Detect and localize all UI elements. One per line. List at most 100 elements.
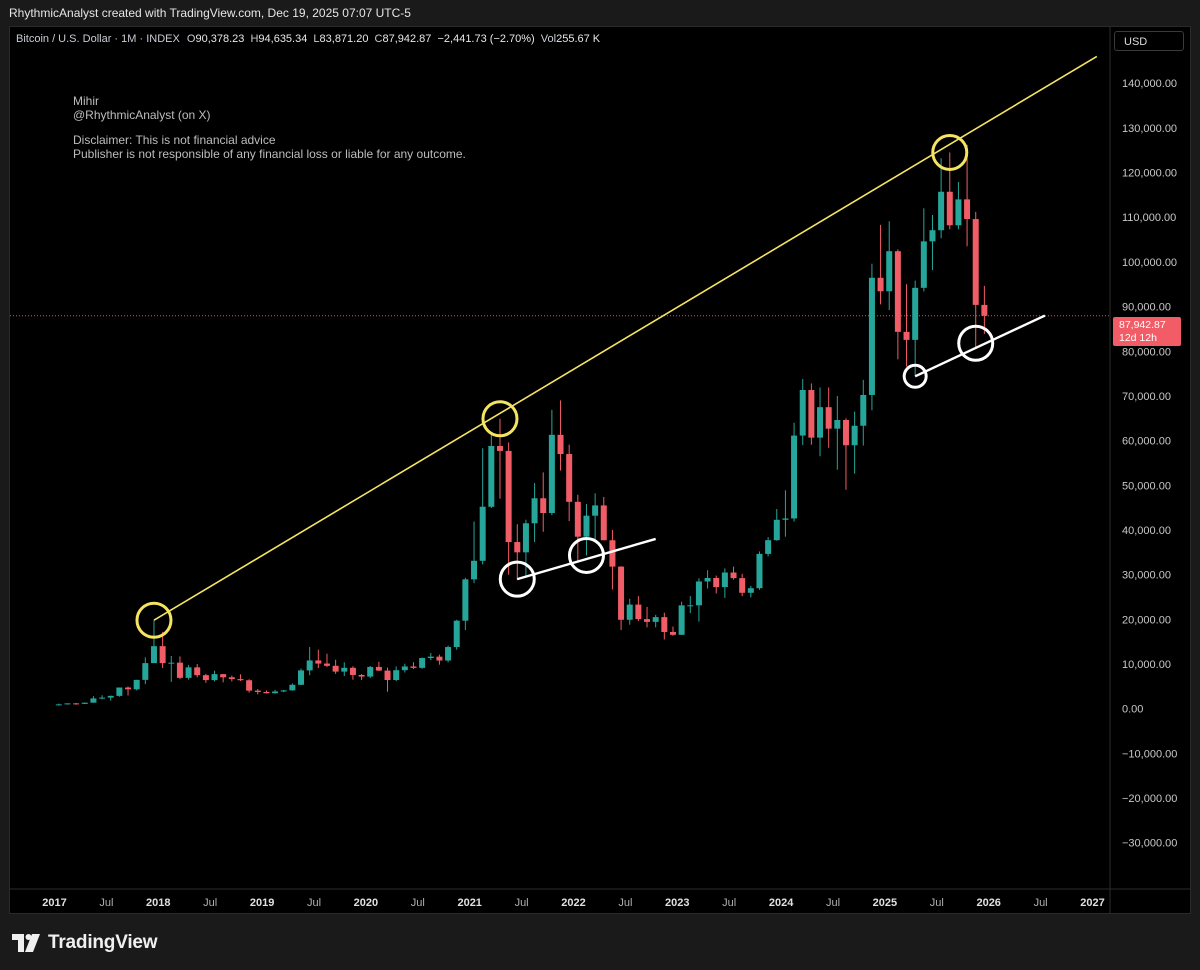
vol-value: 255.67 K [556, 33, 601, 45]
candle-body [427, 656, 434, 659]
yellow-marker-circle [931, 133, 969, 171]
y-tick-label: −20,000.00 [1122, 793, 1177, 805]
x-tick-label: Jul [1034, 897, 1048, 909]
x-tick-label: Jul [307, 897, 321, 909]
open-key: O [186, 33, 196, 45]
y-tick-label: 30,000.00 [1122, 570, 1171, 582]
tradingview-logo[interactable]: TradingView [12, 931, 158, 955]
candle-body [453, 620, 460, 648]
candle-body [842, 419, 849, 446]
candle-body [522, 523, 529, 553]
candle-body [185, 667, 192, 678]
currency-selector[interactable]: USD [1114, 31, 1184, 51]
y-tick-label: 50,000.00 [1122, 480, 1171, 492]
candle-body [912, 287, 919, 340]
last-price-tag: 87,942.87 12d 12h [1113, 317, 1181, 346]
candle-body [678, 605, 685, 635]
candle-body [349, 667, 356, 675]
x-tick-label: 2021 [457, 897, 481, 909]
candle-body [929, 230, 936, 242]
candle-body [946, 191, 953, 226]
yellow-marker-circle [135, 601, 173, 639]
candle-body [765, 540, 772, 554]
candle-body [505, 450, 512, 543]
yellow-marker-circle [481, 400, 519, 438]
candle-body [851, 425, 858, 446]
y-tick-label: 140,000.00 [1122, 78, 1177, 90]
y-tick-label: 70,000.00 [1122, 391, 1171, 403]
candle-body [410, 666, 417, 668]
x-tick-label: 2025 [873, 897, 897, 909]
candle-body [289, 684, 296, 691]
y-tick-label: 20,000.00 [1122, 614, 1171, 626]
y-tick-label: 60,000.00 [1122, 436, 1171, 448]
candle-body [298, 670, 305, 685]
candle-body [254, 690, 261, 692]
candle-body [202, 675, 209, 681]
candle-body [955, 199, 962, 226]
white-marker-circle [498, 560, 536, 598]
candle-body [894, 251, 901, 332]
author-handle: @RhythmicAnalyst (on X) [73, 107, 211, 122]
candle-body [479, 506, 486, 561]
candle-body [791, 435, 798, 519]
candle-body [306, 660, 313, 671]
candle-body [609, 540, 616, 567]
ohlc-legend: Bitcoin / U.S. Dollar · 1M · INDEX O90,3… [16, 33, 600, 45]
candle-body [652, 617, 659, 622]
candle-body [194, 667, 201, 676]
candle-body [964, 199, 971, 220]
author-name: Mihir [73, 94, 99, 108]
vol-key: Vol [540, 33, 557, 45]
y-tick-label: 110,000.00 [1122, 212, 1176, 224]
candle-body [341, 667, 348, 672]
candle-body [384, 670, 391, 681]
candle-body [488, 445, 495, 507]
candle-body [81, 702, 88, 704]
candle-body [903, 331, 910, 340]
trendline-lower-2021 [516, 537, 657, 581]
candle-body [618, 566, 625, 620]
x-tick-label: Jul [411, 897, 425, 909]
candle-body [860, 394, 867, 426]
symbol-label: Bitcoin / U.S. Dollar · 1M · INDEX [16, 33, 180, 45]
candle-body [246, 680, 253, 691]
x-tick-label: Jul [203, 897, 217, 909]
candle-body [808, 390, 815, 438]
price-chart[interactable]: 140,000.00 130,000.00 120,000.00 110,000.00… [10, 27, 1190, 913]
candle-body [868, 277, 875, 395]
candle-body [73, 703, 80, 705]
candle-body [773, 519, 780, 541]
candle-body [514, 542, 521, 553]
x-tick-label: Jul [826, 897, 840, 909]
candle-body [782, 518, 789, 520]
x-tick-label: 2018 [146, 897, 170, 909]
candle-body [704, 578, 711, 582]
candle-body [592, 505, 599, 516]
candle-body [817, 407, 824, 438]
candle-body [220, 674, 227, 678]
x-tick-label: Jul [722, 897, 736, 909]
candle-body [367, 666, 374, 677]
candle-body [99, 697, 106, 699]
x-tick-label: 2019 [250, 897, 274, 909]
candle-body [323, 663, 330, 666]
candle-body [168, 662, 175, 664]
y-tick-label: 10,000.00 [1122, 659, 1171, 671]
chart-frame[interactable]: 140,000.00 130,000.00 120,000.00 110,000.00… [9, 26, 1191, 914]
candle-body [116, 687, 123, 696]
candle-body [834, 419, 841, 429]
candle-body [600, 505, 607, 541]
candle-body [445, 647, 452, 661]
last-price-value: 87,942.87 [1119, 319, 1166, 331]
candle-body [272, 691, 279, 694]
high-key: H [250, 33, 259, 45]
candle-body [125, 687, 132, 690]
candle-body [462, 579, 469, 621]
x-tick-label: Jul [618, 897, 632, 909]
white-marker-circle [902, 363, 928, 389]
candle-body [713, 578, 720, 588]
close-value: 87,942.87 [382, 33, 432, 45]
credit-text: RhythmicAnalyst created with TradingView… [9, 6, 411, 20]
candle-body [159, 646, 166, 664]
